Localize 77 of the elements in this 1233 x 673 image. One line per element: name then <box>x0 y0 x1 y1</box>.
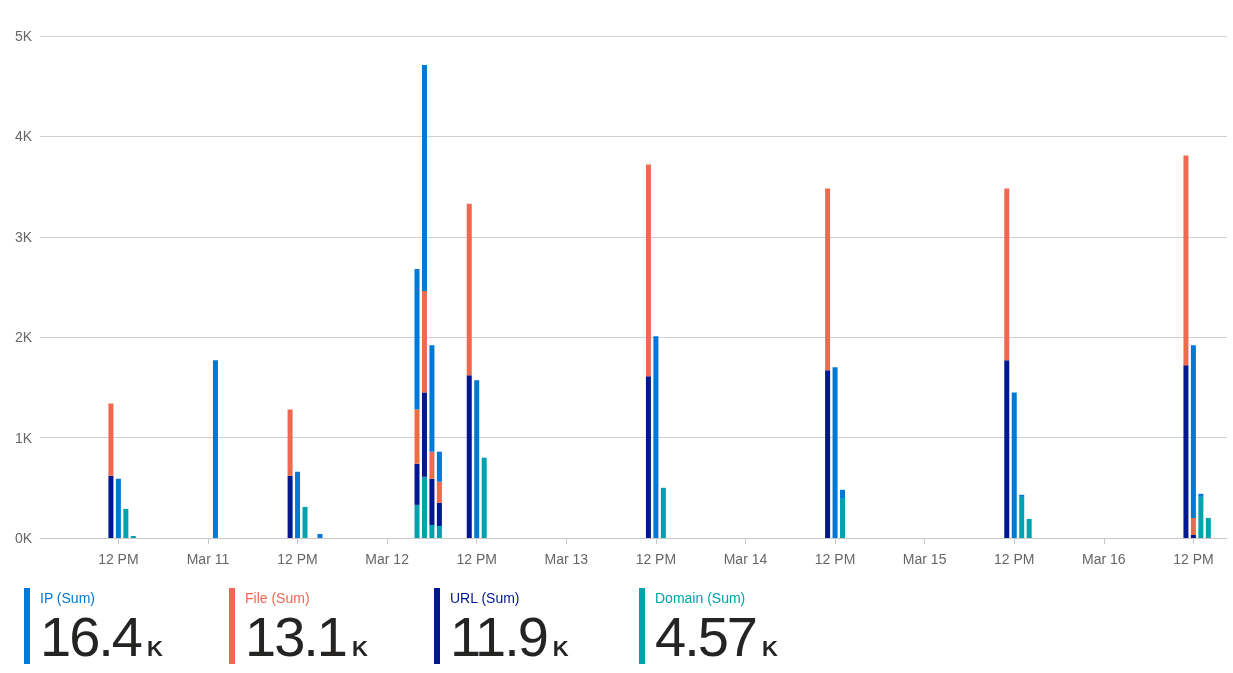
x-tick-label: Mar 15 <box>902 551 947 567</box>
bar <box>436 451 442 482</box>
bar <box>466 375 472 538</box>
bar <box>1205 517 1211 538</box>
bar <box>115 478 121 538</box>
bar <box>295 471 301 538</box>
text: URL (Sum) <box>450 590 520 606</box>
bar <box>302 506 308 538</box>
bar <box>421 65 427 292</box>
bar <box>436 481 442 503</box>
bar <box>414 409 420 464</box>
bar <box>466 203 472 376</box>
x-tick-label: Mar 14 <box>723 551 768 567</box>
bar <box>421 291 427 393</box>
bar <box>130 535 136 538</box>
bar <box>436 525 442 538</box>
bar <box>123 508 129 538</box>
y-tick-label: 1K <box>14 429 33 446</box>
bar <box>1183 155 1189 366</box>
bar <box>317 533 323 538</box>
bar <box>1004 360 1010 538</box>
bar <box>1190 345 1196 518</box>
x-tick-label: 12 PM <box>814 551 856 567</box>
bar <box>660 487 666 538</box>
bar <box>825 188 831 371</box>
x-tick-label: Mar 12 <box>365 551 410 567</box>
text: IP (Sum) <box>40 590 95 606</box>
bar <box>1004 188 1010 361</box>
bar <box>840 489 846 499</box>
bar <box>1019 494 1025 497</box>
bar <box>287 475 293 538</box>
x-tick-label: Mar 11 <box>186 551 230 567</box>
bar <box>287 409 293 476</box>
bar <box>832 367 838 538</box>
text: Domain (Sum) <box>655 590 746 606</box>
y-tick-label: 0K <box>14 530 33 546</box>
bar <box>429 478 435 525</box>
bar <box>1190 534 1196 538</box>
y-tick-label: 4K <box>14 128 33 145</box>
x-tick-label: 12 PM <box>1173 551 1214 567</box>
bar <box>421 476 427 538</box>
bar <box>436 502 442 526</box>
x-tick-label: 12 PM <box>456 551 497 567</box>
bar <box>414 268 420 410</box>
y-tick-label: 3K <box>14 228 33 245</box>
bar <box>653 336 659 538</box>
bar <box>1198 496 1204 538</box>
bar <box>645 164 651 377</box>
x-tick-label: Mar 16 <box>1082 551 1126 567</box>
bar <box>825 370 831 538</box>
bar <box>429 451 435 479</box>
y-tick-label: 5K <box>14 28 33 44</box>
bar <box>474 380 480 538</box>
x-tick-label: Mar 13 <box>544 551 589 567</box>
bar <box>429 345 435 452</box>
bar <box>1019 496 1025 538</box>
y-tick-label: 2K <box>14 329 33 346</box>
bar <box>645 376 651 538</box>
x-tick-label: 12 PM <box>635 551 677 567</box>
bar <box>108 475 114 538</box>
bar <box>481 457 487 538</box>
x-tick-label: 12 PM <box>277 551 318 567</box>
x-tick-label: 12 PM <box>98 551 139 567</box>
bar <box>1198 493 1204 497</box>
bar <box>840 498 846 538</box>
bar <box>414 463 420 505</box>
bar <box>414 504 420 538</box>
text: File (Sum) <box>245 590 310 606</box>
bar <box>1190 517 1196 535</box>
bar <box>421 392 427 477</box>
x-tick-label: 12 PM <box>994 551 1035 567</box>
bar <box>212 360 218 538</box>
bar <box>429 524 435 538</box>
bar <box>1011 392 1017 538</box>
bar <box>1183 365 1189 538</box>
bar <box>1026 518 1032 538</box>
bar <box>108 403 114 476</box>
